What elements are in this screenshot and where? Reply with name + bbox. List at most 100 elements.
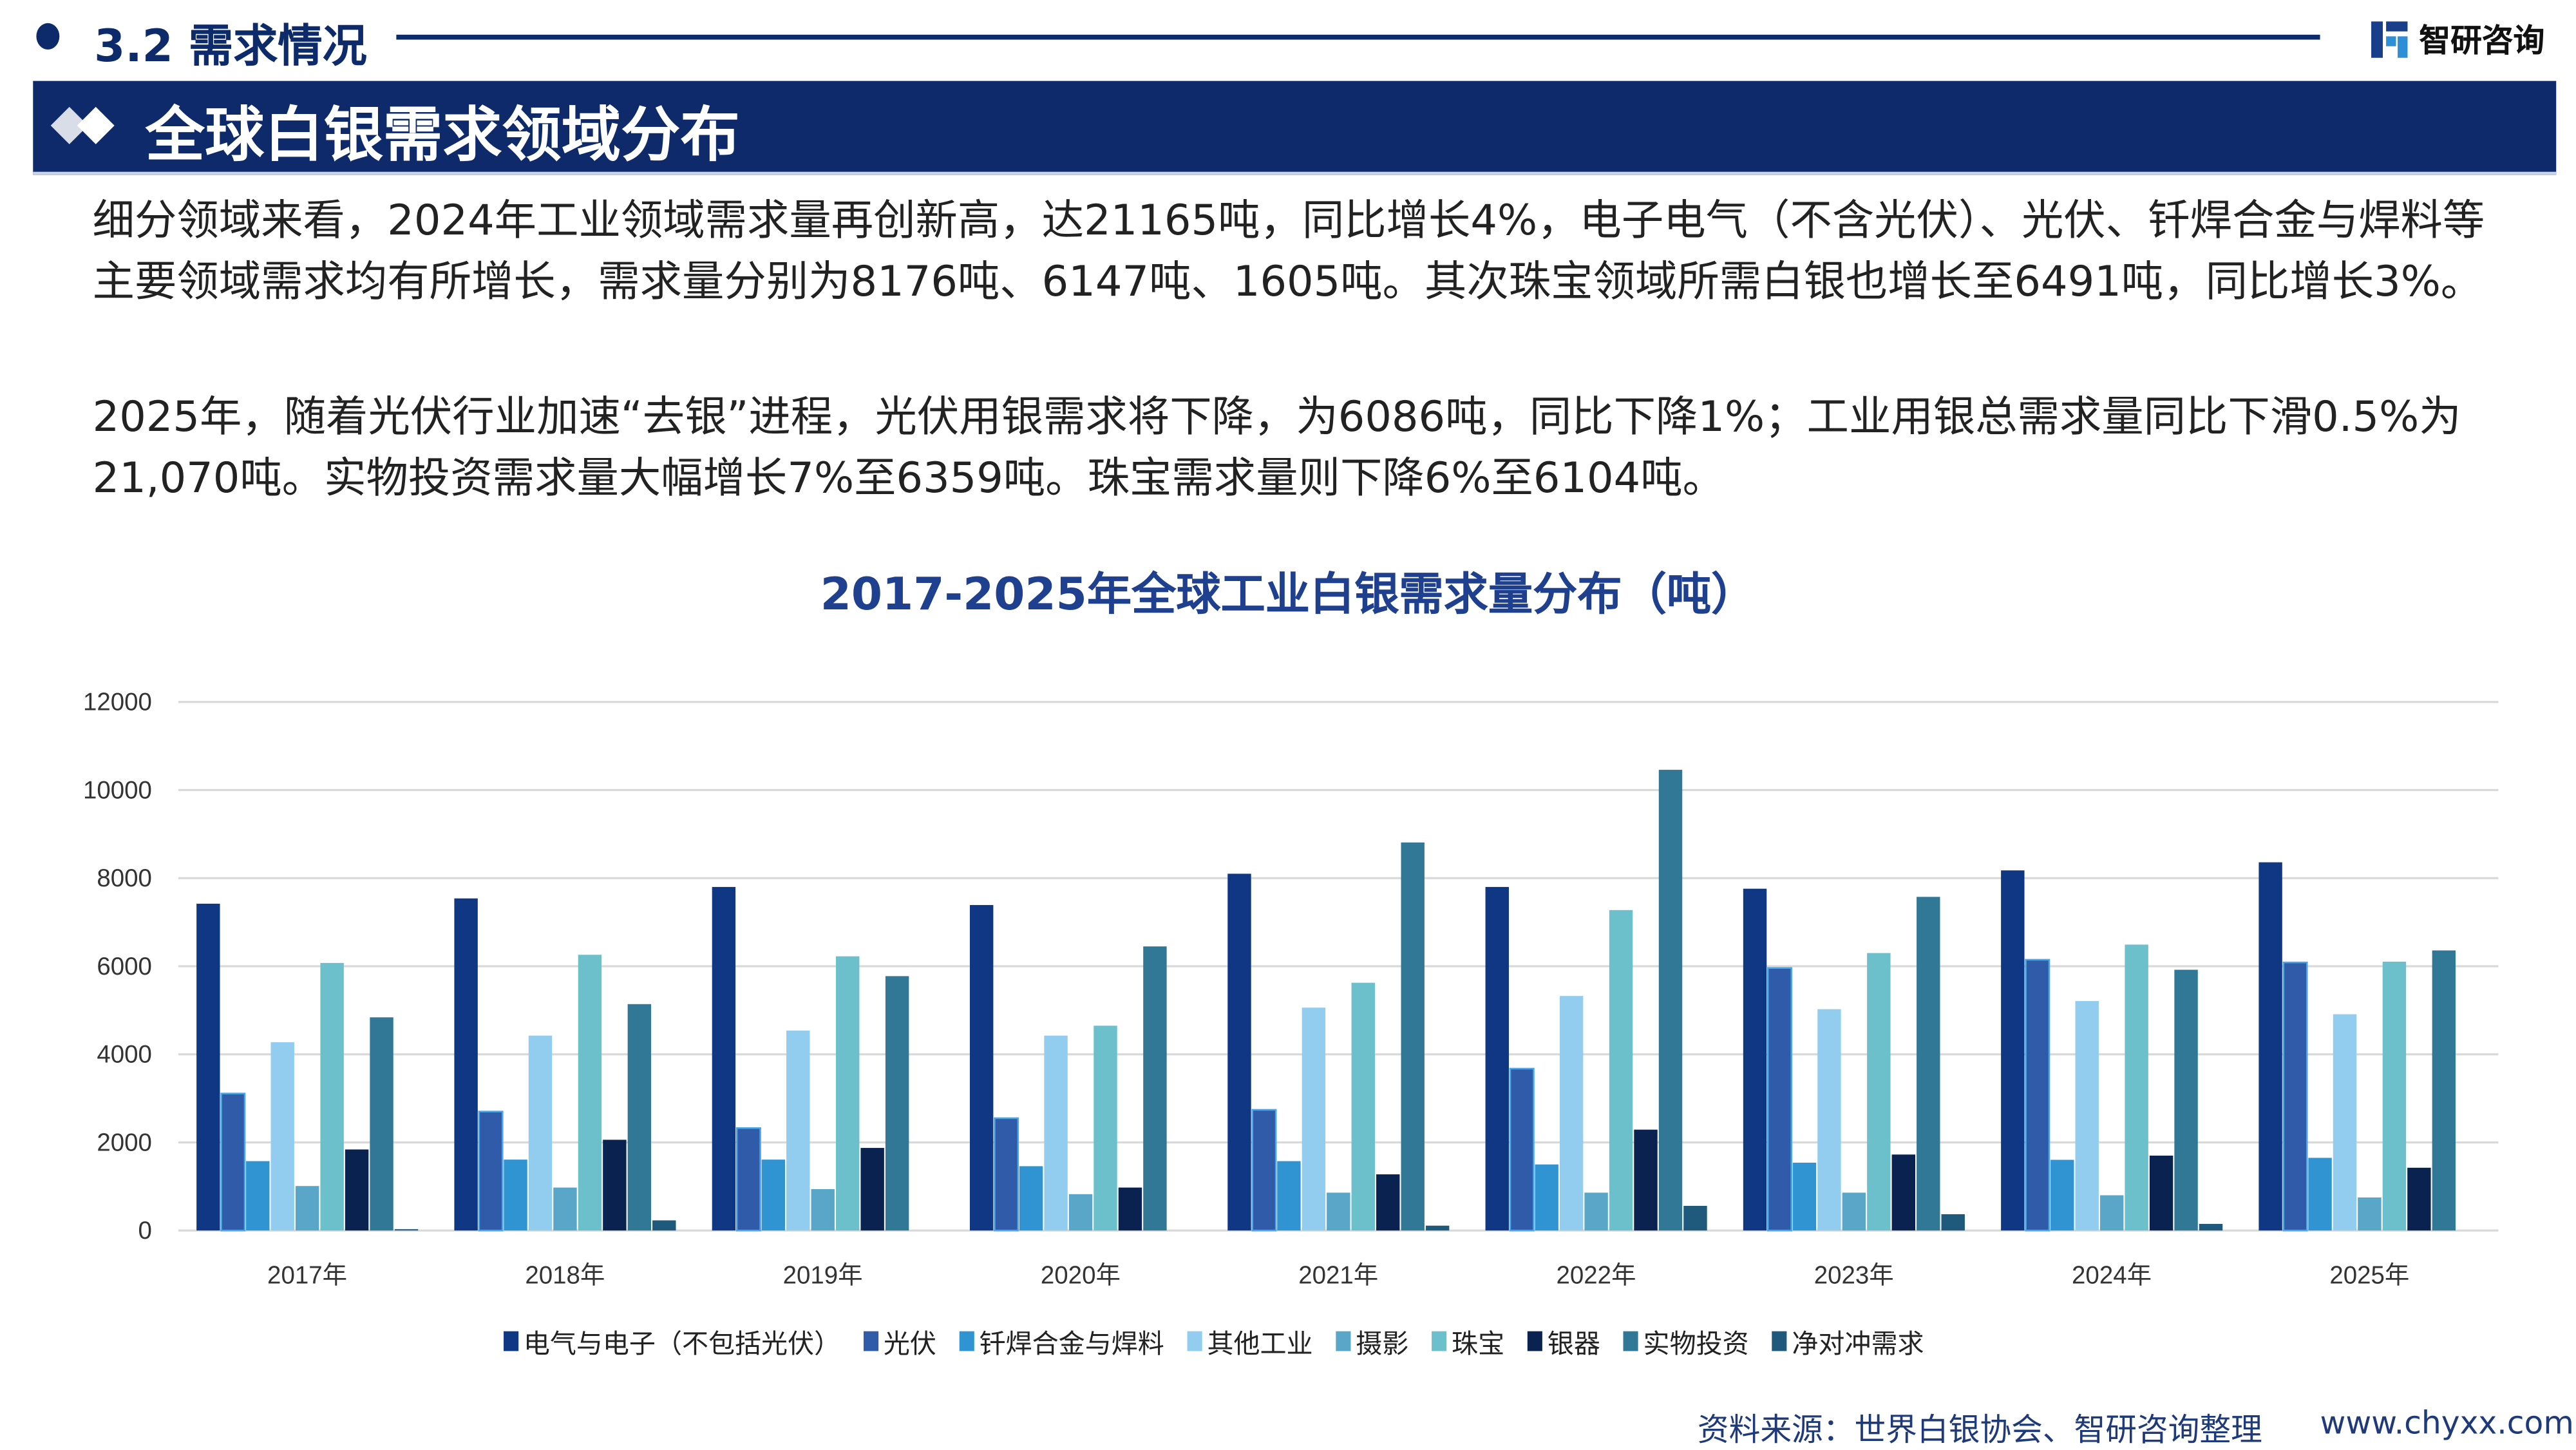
bar-5-5 (1609, 910, 1633, 1231)
bar-5-2 (836, 956, 860, 1231)
chart-legend: 电气与电子（不包括光伏） 光伏 钎焊合金与焊料 其他工业 摄影 珠宝 银器 实物投资 净对冲需求 (504, 1321, 1924, 1361)
y-tick-label: 12000 (83, 689, 152, 716)
bar-3-8 (2333, 1014, 2357, 1231)
section-title: 3.2 需求情况 (94, 21, 367, 73)
y-tick-label: 10000 (83, 776, 152, 804)
bar-2-7 (2050, 1159, 2074, 1231)
bar-4-1 (553, 1187, 577, 1231)
bar-7-8 (2432, 950, 2456, 1231)
x-tick-label: 2020年 (1041, 1261, 1121, 1289)
bar-5-0 (320, 962, 344, 1231)
legend-swatch (864, 1331, 879, 1351)
bar-7-7 (2174, 969, 2198, 1231)
legend-item: 钎焊合金与焊料 (959, 1321, 1164, 1361)
bar-3-0 (270, 1042, 294, 1231)
legend-item: 银器 (1528, 1321, 1600, 1361)
bar-7-3 (1143, 946, 1167, 1231)
website-url[interactable]: www.chyxx.com (2320, 1406, 2574, 1442)
legend-item: 净对冲需求 (1772, 1321, 1924, 1361)
legend-item: 珠宝 (1432, 1321, 1504, 1361)
x-tick-label: 2025年 (2329, 1261, 2409, 1289)
bar-6-2 (860, 1148, 884, 1231)
bar-4-2 (811, 1188, 835, 1231)
legend-swatch (1528, 1331, 1543, 1351)
bar-8-5 (1683, 1205, 1707, 1231)
chart-title: 2017-2025年全球工业白银需求量分布（吨） (820, 569, 1756, 622)
section-divider (396, 34, 2320, 40)
title-banner: 全球白银需求领域分布 (33, 81, 2557, 175)
bar-chart: 0 2000 4000 6000 8000 10000 12000 2017年 2018年 201… (83, 689, 2499, 1289)
x-tick-label: 2023年 (1814, 1261, 1894, 1289)
logo-mark-icon (2371, 17, 2411, 61)
y-tick-label: 2000 (97, 1129, 152, 1156)
y-tick-label: 8000 (97, 864, 152, 892)
bar-2-1 (504, 1159, 527, 1231)
y-tick-label: 0 (138, 1217, 152, 1245)
diamond-icon (77, 106, 115, 144)
bar-5-7 (2125, 944, 2148, 1231)
bar-0-6 (1743, 888, 1767, 1231)
bar-2-8 (2308, 1158, 2332, 1231)
bar-0-0 (196, 903, 220, 1231)
bar-6-1 (603, 1140, 627, 1231)
x-tick-label: 2019年 (783, 1261, 863, 1289)
x-tick-label: 2021年 (1298, 1261, 1378, 1289)
bar-5-4 (1351, 982, 1375, 1231)
bar-6-6 (1891, 1154, 1916, 1231)
logo-text: 智研咨询 (2419, 23, 2545, 60)
bar-5-6 (1867, 953, 1891, 1231)
y-tick-label: 6000 (97, 953, 152, 980)
bar-1-7 (2025, 959, 2050, 1232)
x-tick-label: 2017年 (267, 1261, 347, 1289)
bar-5-1 (578, 955, 602, 1231)
bar-6-4 (1376, 1174, 1400, 1231)
bar-2-2 (761, 1159, 786, 1231)
legend-label: 光伏 (883, 1328, 936, 1360)
bar-8-7 (2199, 1223, 2223, 1231)
bar-0-1 (454, 898, 478, 1231)
bar-4-5 (1584, 1192, 1608, 1231)
bar-7-4 (1401, 842, 1425, 1231)
bar-3-6 (1817, 1009, 1841, 1231)
bar-2-6 (1792, 1162, 1817, 1231)
paragraph-2024: 细分领域来看，2024年工业领域需求量再创新高，达21165吨，同比增长4%，电… (92, 196, 2485, 307)
bar-0-5 (1485, 886, 1509, 1231)
legend-swatch (1623, 1331, 1638, 1351)
bar-1-3 (994, 1117, 1019, 1232)
x-tick-label: 2018年 (525, 1261, 605, 1289)
section-bullet-icon (36, 23, 60, 50)
legend-swatch (959, 1331, 974, 1351)
legend-swatch (1432, 1331, 1447, 1351)
legend-label: 摄影 (1356, 1328, 1409, 1360)
y-tick-label: 4000 (97, 1041, 152, 1069)
source-note: 资料来源：世界白银协会、智研咨询整理 (1697, 1412, 2262, 1449)
legend-item: 实物投资 (1623, 1321, 1749, 1361)
legend-label: 钎焊合金与焊料 (979, 1328, 1164, 1360)
legend-label: 珠宝 (1452, 1328, 1505, 1360)
legend-label: 银器 (1547, 1328, 1600, 1360)
bar-3-4 (1302, 1007, 1326, 1231)
bar-5-3 (1094, 1025, 1117, 1231)
bar-7-0 (370, 1017, 393, 1231)
bar-1-2 (735, 1127, 761, 1232)
bar-1-6 (1767, 967, 1792, 1232)
bar-3-7 (2075, 1001, 2099, 1231)
bar-4-6 (1842, 1192, 1866, 1231)
legend-item: 其他工业 (1187, 1321, 1313, 1361)
bar-6-3 (1118, 1187, 1142, 1231)
x-tick-label: 2024年 (2072, 1261, 2152, 1289)
bar-1-0 (220, 1092, 246, 1232)
bar-6-8 (2407, 1167, 2431, 1231)
bar-0-3 (969, 904, 994, 1231)
bar-8-0 (394, 1229, 419, 1231)
bar-8-6 (1941, 1214, 1965, 1231)
bar-4-7 (2099, 1195, 2124, 1231)
bar-4-4 (1327, 1192, 1350, 1231)
bar-3-2 (786, 1030, 810, 1231)
bar-8-4 (1425, 1225, 1450, 1231)
bar-4-0 (295, 1186, 319, 1231)
legend-item: 电气与电子（不包括光伏） (504, 1321, 840, 1361)
page-title: 全球白银需求领域分布 (145, 102, 740, 171)
legend-item: 摄影 (1336, 1321, 1409, 1361)
